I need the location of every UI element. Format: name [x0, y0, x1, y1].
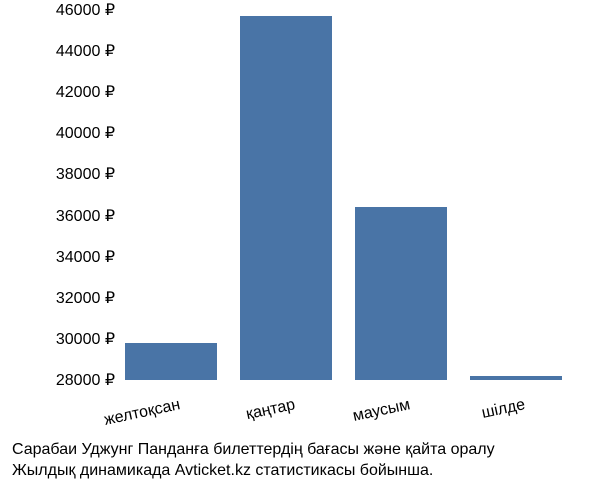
y-tick: 42000 ₽ [30, 82, 115, 102]
y-tick: 30000 ₽ [30, 329, 115, 349]
bar [240, 16, 332, 380]
y-axis: 46000 ₽ 44000 ₽ 42000 ₽ 40000 ₽ 38000 ₽ … [30, 10, 115, 380]
bar [355, 207, 447, 380]
x-label: қаңтар [210, 396, 297, 431]
y-tick: 38000 ₽ [30, 164, 115, 184]
caption-line-2: Жылдық динамикада Avticket.kz статистика… [12, 460, 588, 482]
y-tick: 34000 ₽ [30, 247, 115, 267]
caption: Сарабаи Уджунг Панданға билеттердің баға… [12, 439, 588, 482]
caption-line-1: Сарабаи Уджунг Панданға билеттердің баға… [12, 439, 588, 461]
x-label: желтоқсан [80, 396, 182, 434]
bar [125, 343, 217, 380]
y-tick: 46000 ₽ [30, 0, 115, 20]
y-tick: 36000 ₽ [30, 206, 115, 226]
y-tick: 40000 ₽ [30, 123, 115, 143]
y-tick: 44000 ₽ [30, 41, 115, 61]
x-axis: желтоқсан қаңтар маусым шілде [125, 390, 585, 430]
chart-container: 46000 ₽ 44000 ₽ 42000 ₽ 40000 ₽ 38000 ₽ … [30, 10, 585, 430]
y-tick: 28000 ₽ [30, 370, 115, 390]
x-label: шілде [445, 396, 527, 430]
bar [470, 376, 562, 380]
x-label: маусым [320, 396, 412, 432]
plot-area [125, 10, 585, 380]
y-tick: 32000 ₽ [30, 288, 115, 308]
